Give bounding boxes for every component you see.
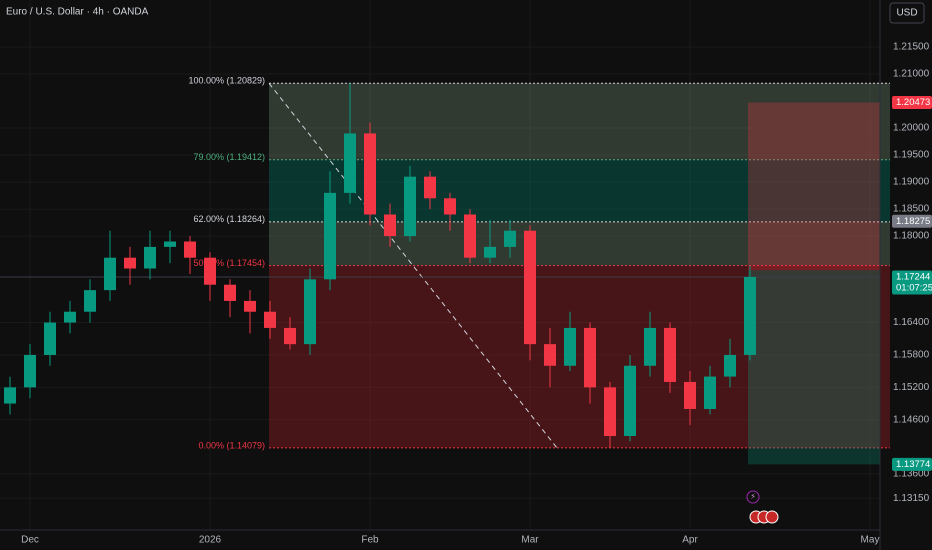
candle-body bbox=[504, 230, 516, 247]
candle-body bbox=[264, 311, 276, 328]
candle-body bbox=[44, 322, 56, 355]
candle-body bbox=[304, 279, 316, 345]
y-tick-label: 1.14600 bbox=[893, 414, 930, 425]
y-tick-label: 1.13150 bbox=[893, 493, 930, 504]
price-label: 1.13774 bbox=[896, 459, 930, 470]
candle-body bbox=[244, 300, 256, 312]
countdown: 01:07:25 bbox=[896, 282, 932, 293]
candle-body bbox=[484, 246, 496, 258]
price-label: 1.20473 bbox=[896, 97, 930, 108]
candle-body bbox=[444, 198, 456, 215]
trend-line bbox=[268, 82, 558, 449]
candle-body bbox=[564, 327, 576, 366]
x-tick-label: Feb bbox=[361, 535, 379, 546]
fib-label: 62.00% (1.18264) bbox=[193, 214, 265, 224]
candle-body bbox=[524, 230, 536, 345]
candle-body bbox=[104, 257, 116, 291]
event-icon[interactable] bbox=[746, 490, 760, 504]
chart-title: Euro / U.S. Dollar · 4h · OANDA bbox=[6, 7, 149, 18]
candle-body bbox=[164, 241, 176, 247]
y-tick-label: 1.18500 bbox=[893, 204, 930, 215]
price-label: 1.17244 bbox=[896, 271, 930, 282]
candle-body bbox=[144, 246, 156, 269]
flag-icon[interactable] bbox=[765, 510, 779, 524]
x-tick-label: Mar bbox=[521, 535, 539, 546]
price-label-box bbox=[892, 95, 932, 109]
target-zone bbox=[748, 270, 880, 465]
candle-body bbox=[84, 290, 96, 312]
x-tick-label: Apr bbox=[682, 535, 698, 546]
candle-body bbox=[204, 257, 216, 285]
candle-body bbox=[384, 214, 396, 237]
candle-body bbox=[544, 344, 556, 366]
candle-body bbox=[604, 387, 616, 436]
y-tick-label: 1.16400 bbox=[893, 317, 930, 328]
y-tick-label: 1.18000 bbox=[893, 231, 930, 242]
candle-body bbox=[184, 241, 196, 258]
candle-body bbox=[284, 327, 296, 345]
y-tick-label: 1.15200 bbox=[893, 382, 930, 393]
candle-body bbox=[24, 354, 36, 388]
candle-body bbox=[744, 276, 756, 355]
y-tick-label: 1.20000 bbox=[893, 123, 930, 134]
price-label-box bbox=[892, 270, 932, 295]
price-label-box bbox=[892, 214, 932, 228]
candle-body bbox=[644, 327, 656, 366]
candle-body bbox=[64, 311, 76, 323]
fib-label: 50.00% (1.17454) bbox=[193, 258, 265, 268]
candle-body bbox=[464, 214, 476, 258]
candle-body bbox=[684, 381, 696, 409]
candle-body bbox=[424, 176, 436, 199]
candle-body bbox=[664, 327, 676, 382]
y-tick-label: 1.19500 bbox=[893, 150, 930, 161]
candle-body bbox=[324, 192, 336, 280]
x-tick-label: 2026 bbox=[199, 535, 222, 546]
price-label: 1.18275 bbox=[896, 216, 930, 227]
y-tick-label: 1.13600 bbox=[893, 468, 930, 479]
candle-body bbox=[704, 376, 716, 409]
fib-zone bbox=[269, 265, 890, 448]
candle-body bbox=[404, 176, 416, 237]
x-tick-label: May bbox=[861, 535, 880, 546]
y-tick-label: 1.19000 bbox=[893, 177, 930, 188]
candle-body bbox=[724, 354, 736, 377]
stop-zone bbox=[748, 102, 880, 271]
fib-zone bbox=[269, 221, 890, 266]
y-tick-label: 1.21500 bbox=[893, 42, 930, 53]
price-label-box bbox=[892, 457, 932, 471]
candle-body bbox=[624, 365, 636, 436]
x-tick-label: Dec bbox=[21, 535, 39, 546]
candle-body bbox=[584, 327, 596, 388]
currency-label[interactable]: USD bbox=[896, 8, 917, 19]
fib-label: 100.00% (1.20829) bbox=[188, 76, 265, 86]
y-tick-label: 1.21000 bbox=[893, 69, 930, 80]
fib-label: 79.00% (1.19412) bbox=[193, 152, 265, 162]
candle-body bbox=[124, 257, 136, 269]
y-tick-label: 1.15800 bbox=[893, 350, 930, 361]
event-icon-glyph: ⚡ bbox=[750, 492, 756, 501]
candle-body bbox=[224, 284, 236, 301]
plot: 100.00% (1.20829) 79.00% (1.19412) 62.00% … bbox=[0, 0, 890, 530]
candle-body bbox=[4, 387, 16, 404]
currency-button[interactable] bbox=[889, 2, 925, 24]
candle-body bbox=[364, 133, 376, 215]
candle-body bbox=[344, 133, 356, 193]
fib-label: 0.00% (1.14079) bbox=[198, 440, 265, 450]
